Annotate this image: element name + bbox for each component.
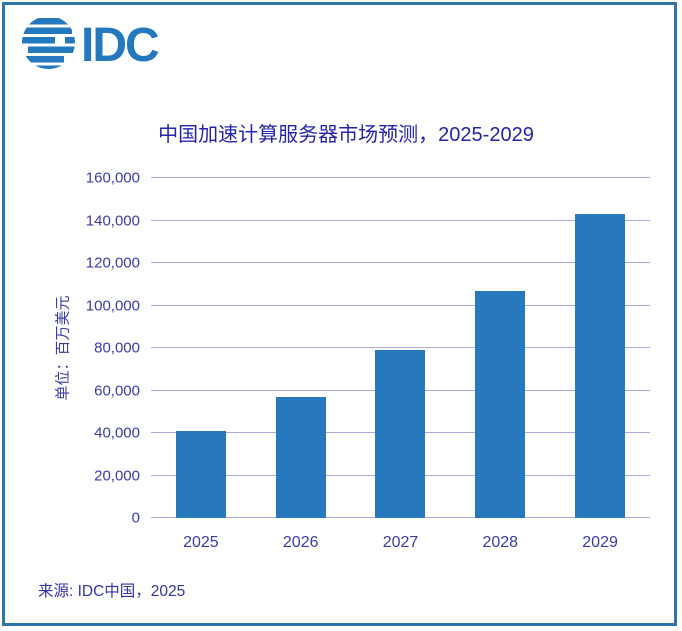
source-note: 来源: IDC中国，2025 [38,583,186,600]
bars-row [151,178,650,518]
y-tick-label: 140,000 [85,212,140,229]
x-tick-label-2025: 2025 [183,534,219,551]
y-tick-label: 40,000 [94,424,140,442]
chart-title: 中国加速计算服务器市场预测，2025-2029 [158,124,534,146]
x-tick-label-2028: 2028 [482,534,519,551]
bar-slot [251,178,351,518]
bar-2027 [375,350,426,518]
y-tick-label: 0 [131,509,140,527]
y-tick-label: 120,000 [85,254,140,272]
idc-globe-icon [22,16,75,74]
bar-2028 [475,290,526,518]
y-tick-label: 160,000 [85,169,140,187]
y-tick-label: 60,000 [94,382,140,399]
y-tick-label: 100,000 [85,297,140,314]
bar-slot [151,178,251,518]
y-axis-ticks: 0 20,000 40,000 60,000 80,000 100,000 120,000 1… [0,171,140,526]
y-tick-label: 20,000 [94,467,140,484]
gridline [151,304,650,306]
gridline [151,219,650,221]
y-tick-label: 80,000 [94,339,140,357]
x-tick-label-2029: 2029 [582,534,618,551]
bar-slot [351,178,451,518]
gridline [151,177,650,178]
bar-2025 [175,430,226,518]
plot-area [151,177,650,518]
idc-logo: IDC [22,16,160,74]
bar-2029 [575,214,626,518]
x-axis-labels: 2025 2026 2027 2028 2029 [151,534,650,552]
x-tick-label-2027: 2027 [382,534,419,551]
gridline [151,262,650,263]
x-tick-label-2026: 2026 [282,534,319,551]
idc-logo-text: IDC [81,18,160,72]
bar-slot [550,178,650,518]
bar-slot [450,178,550,518]
gridline [151,347,650,348]
bar-2026 [275,396,326,518]
